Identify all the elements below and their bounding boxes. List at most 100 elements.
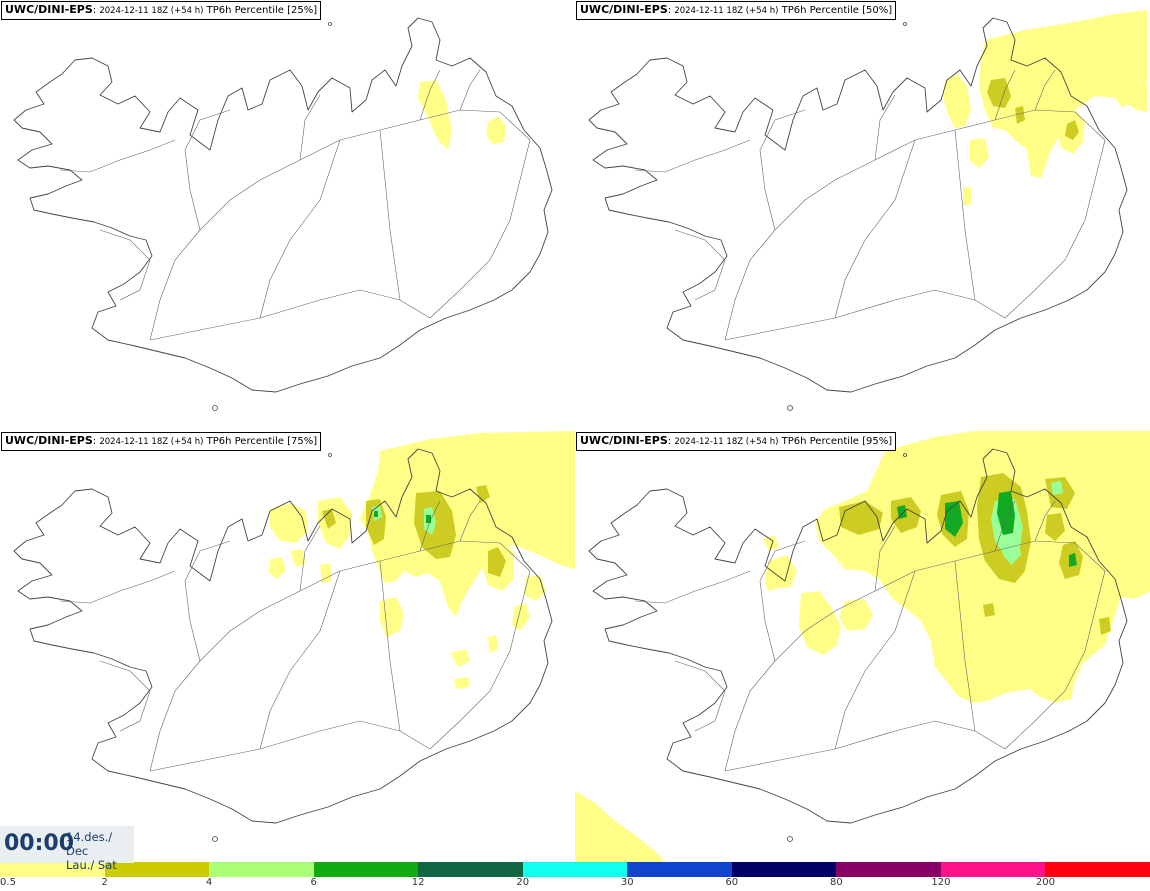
road-line [634, 139, 751, 173]
valid-time-box: 00:00 14.des./ Dec Lau./ Sat [0, 826, 134, 872]
road-line [379, 129, 401, 301]
island [212, 836, 218, 842]
road-line [634, 570, 751, 604]
precip-area [1069, 553, 1077, 567]
precip-area [360, 431, 575, 617]
road-line [674, 660, 726, 732]
precip-area [763, 535, 779, 551]
model-name: UWC/DINI-EPS [580, 434, 668, 447]
road-line [759, 109, 806, 231]
iceland-map [588, 10, 1147, 411]
model-name: UWC/DINI-EPS [580, 3, 668, 16]
precip-area [979, 10, 1147, 178]
precip-area [943, 74, 971, 128]
date-line-1: 14.des./ Dec [66, 830, 113, 858]
colorbar-tick-label: 0.5 [0, 877, 16, 888]
colorbar-tick-label: 20 [516, 877, 530, 888]
road-line [954, 129, 976, 301]
precip-area [488, 547, 506, 577]
precip-area [983, 603, 995, 617]
road-line [299, 525, 321, 592]
colorbar-tick-label: 60 [725, 877, 739, 888]
run-timestamp: 2024-12-11 18Z (+54 h) [99, 6, 204, 16]
precip-colorbar [0, 862, 1150, 877]
panel-title: UWC/DINI-EPS: 2024-12-11 18Z (+54 h) TP6… [576, 1, 897, 20]
colorbar-tick-label: 30 [620, 877, 634, 888]
colorbar-segment [0, 862, 105, 877]
precip-area [1045, 513, 1065, 541]
colorbar-segment [940, 862, 1046, 877]
precip-area [799, 591, 841, 655]
valid-time-clock: 00:00 [4, 831, 75, 856]
precip-area [945, 501, 963, 537]
precip-area [476, 485, 490, 503]
colorbar-segment [627, 862, 732, 877]
date-line-2: Lau./ Sat [66, 858, 117, 872]
road-line [259, 139, 341, 319]
precip-area [997, 491, 1015, 535]
road-line [379, 560, 401, 732]
road-line [724, 720, 1006, 772]
precip-area [575, 791, 665, 862]
road-line [874, 94, 896, 161]
road-line [459, 500, 481, 542]
colorbar-segment [313, 862, 419, 877]
colorbar-tick-label: 200 [1035, 877, 1055, 888]
precip-area [454, 677, 470, 689]
road-line [429, 139, 531, 319]
colorbar-tick-label: 80 [829, 877, 843, 888]
run-timestamp: 2024-12-11 18Z (+54 h) [99, 437, 204, 447]
field-label: TP6h Percentile [95%] [781, 436, 893, 447]
precip-area [268, 557, 286, 579]
road-line [834, 570, 916, 750]
road-line [99, 229, 151, 301]
road-line [59, 139, 176, 173]
map-panel-95: UWC/DINI-EPS: 2024-12-11 18Z (+54 h) TP6… [575, 431, 1150, 862]
precip-area [815, 431, 1150, 703]
coastline [588, 17, 1128, 393]
precip-area [1015, 106, 1025, 124]
run-timestamp: 2024-12-11 18Z (+54 h) [674, 437, 779, 447]
field-label: TP6h Percentile [25%] [206, 5, 318, 16]
colorbar-segment [731, 862, 837, 877]
iceland-map [13, 17, 553, 411]
precip-area [897, 505, 907, 519]
road-line [759, 540, 806, 662]
precip-area [374, 511, 378, 517]
panel-title: UWC/DINI-EPS: 2024-12-11 18Z (+54 h) TP6… [1, 1, 322, 20]
precip-area [1127, 82, 1147, 112]
road-line [419, 500, 441, 552]
road-line [59, 570, 176, 604]
colorbar-tick-label: 4 [205, 877, 213, 888]
road-line [1004, 570, 1106, 750]
precip-area [1051, 481, 1063, 495]
colorbar-tick-label: 6 [310, 877, 317, 888]
road-line [259, 570, 341, 750]
coastline [588, 448, 1128, 824]
road-line [1034, 69, 1056, 111]
colorbar-segment [836, 862, 941, 877]
colorbar-segment [418, 862, 523, 877]
map-panel-25: UWC/DINI-EPS: 2024-12-11 18Z (+54 h) TP6… [0, 0, 575, 431]
road-line [149, 109, 531, 341]
precip-area [418, 80, 452, 150]
island [903, 22, 907, 26]
field-label: TP6h Percentile [75%] [206, 436, 318, 447]
road-line [1034, 500, 1056, 542]
road-line [99, 660, 151, 732]
iceland-map [575, 431, 1150, 862]
run-timestamp: 2024-12-11 18Z (+54 h) [674, 6, 779, 16]
road-line [954, 560, 976, 732]
precip-area [765, 575, 775, 591]
model-name: UWC/DINI-EPS [5, 434, 93, 447]
precip-area [366, 499, 386, 545]
map-panel-75: UWC/DINI-EPS: 2024-12-11 18Z (+54 h) TP6… [0, 431, 575, 862]
island [787, 405, 793, 411]
road-line [994, 500, 1016, 552]
precip-area [322, 509, 336, 529]
road-line [184, 109, 231, 231]
island [787, 836, 793, 842]
road-line [184, 540, 231, 662]
precip-area [450, 649, 470, 667]
colorbar-segment [522, 862, 628, 877]
